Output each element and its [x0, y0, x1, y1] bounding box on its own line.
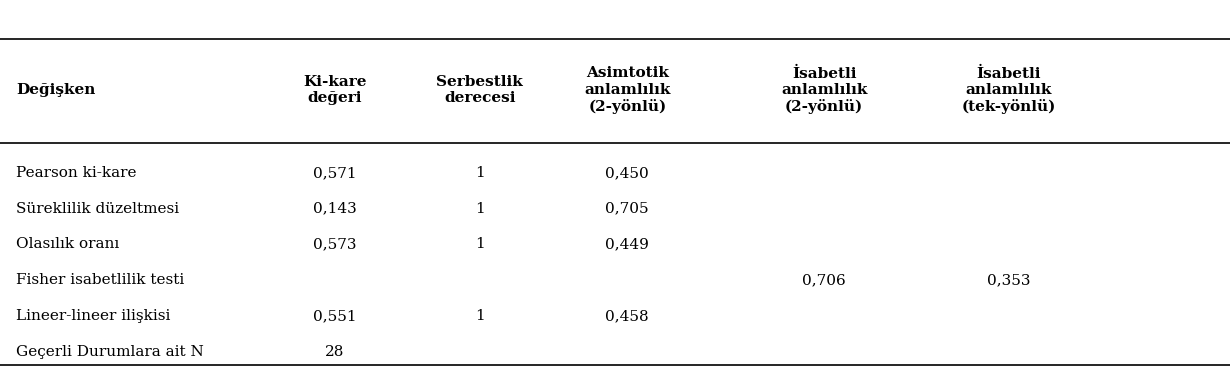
Text: 1: 1 [475, 309, 485, 323]
Text: Süreklilik düzeltmesi: Süreklilik düzeltmesi [16, 202, 180, 216]
Text: İsabetli
anlamlılık
(2-yönlü): İsabetli anlamlılık (2-yönlü) [781, 67, 867, 114]
Text: 0,705: 0,705 [605, 202, 649, 216]
Text: Olasılık oranı: Olasılık oranı [16, 237, 119, 252]
Text: 1: 1 [475, 202, 485, 216]
Text: Geçerli Durumlara ait N: Geçerli Durumlara ait N [16, 344, 204, 359]
Text: Serbestlik
derecesi: Serbestlik derecesi [437, 75, 523, 105]
Text: 0,143: 0,143 [312, 202, 357, 216]
Text: 28: 28 [325, 344, 344, 359]
Text: İsabetli
anlamlılık
(tek-yönlü): İsabetli anlamlılık (tek-yönlü) [962, 67, 1055, 114]
Text: Değişken: Değişken [16, 83, 96, 97]
Text: Ki-kare
değeri: Ki-kare değeri [303, 75, 367, 105]
Text: 0,706: 0,706 [802, 273, 846, 287]
Text: 0,449: 0,449 [605, 237, 649, 252]
Text: 0,571: 0,571 [312, 166, 357, 180]
Text: 0,450: 0,450 [605, 166, 649, 180]
Text: 1: 1 [475, 166, 485, 180]
Text: 1: 1 [475, 237, 485, 252]
Text: 0,551: 0,551 [312, 309, 357, 323]
Text: 0,458: 0,458 [605, 309, 649, 323]
Text: 0,353: 0,353 [986, 273, 1031, 287]
Text: Asimtotik
anlamlılık
(2-yönlü): Asimtotik anlamlılık (2-yönlü) [584, 67, 670, 114]
Text: Fisher isabetlilik testi: Fisher isabetlilik testi [16, 273, 184, 287]
Text: Pearson ki-kare: Pearson ki-kare [16, 166, 137, 180]
Text: Lineer-lineer ilişkisi: Lineer-lineer ilişkisi [16, 309, 171, 323]
Text: 0,573: 0,573 [312, 237, 357, 252]
